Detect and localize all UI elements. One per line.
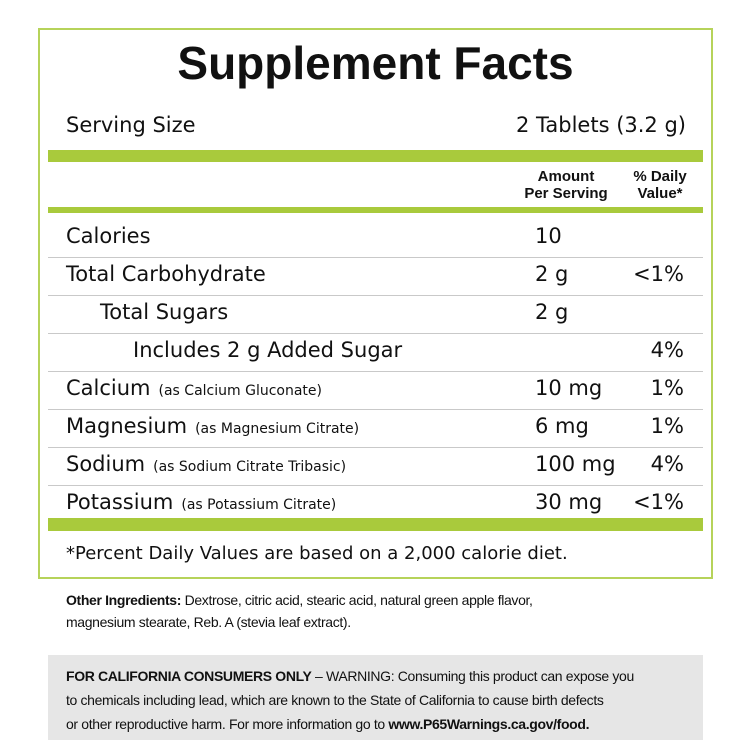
thin-bar [48, 207, 703, 213]
warning-text: to chemicals including lead, which are k… [66, 692, 604, 708]
row-name: Total Sugars [100, 300, 228, 324]
thick-bar [48, 518, 703, 531]
daily-value: 1% [650, 376, 684, 400]
nutrient-source: (as Potassium Citrate) [181, 497, 337, 513]
row-rule [48, 447, 703, 448]
other-ingredients: Other Ingredients: Dextrose, citric acid… [66, 589, 533, 633]
header-line: Value* [637, 185, 683, 202]
row-rule [48, 257, 703, 258]
row-rule [48, 371, 703, 372]
footnote: *Percent Daily Values are based on a 2,0… [66, 543, 568, 564]
daily-value: 4% [650, 338, 684, 362]
daily-value: <1% [633, 262, 684, 286]
amount: 10 mg [535, 376, 603, 400]
row-name: Total Carbohydrate [66, 262, 266, 286]
thick-bar [48, 150, 703, 162]
header-line: % Daily [633, 168, 687, 185]
nutrient: Total Sugars [100, 300, 229, 324]
nutrient: Sodium [66, 452, 146, 476]
amount: 100 mg [535, 452, 616, 476]
amount: 2 g [535, 300, 569, 324]
warning-line: or other reproductive harm. For more inf… [66, 712, 634, 736]
header-line: Per Serving [524, 185, 608, 202]
nutrient-source: (as Magnesium Citrate) [195, 421, 360, 437]
nutrient: Calcium [66, 376, 151, 400]
header-line: Amount [537, 168, 595, 185]
facts-panel [38, 28, 713, 579]
warning-text: or other reproductive harm. For more inf… [66, 716, 385, 732]
amount: 30 mg [535, 490, 603, 514]
warning-text: – WARNING: Consuming this product can ex… [315, 668, 634, 684]
row-rule [48, 295, 703, 296]
warning-link[interactable]: www.P65Warnings.ca.gov/food. [388, 716, 590, 732]
serving-label: Serving Size [66, 113, 196, 137]
row-name: Potassium (as Potassium Citrate) [66, 490, 336, 514]
ingredients-text: magnesium stearate, Reb. A (stevia leaf … [66, 614, 351, 630]
nutrient: Magnesium [66, 414, 188, 438]
amount: 10 [535, 224, 562, 248]
row-name: Magnesium (as Magnesium Citrate) [66, 414, 359, 438]
row-name: Sodium (as Sodium Citrate Tribasic) [66, 452, 346, 476]
nutrient-source: (as Sodium Citrate Tribasic) [153, 459, 347, 475]
nutrient: Calories [66, 224, 151, 248]
title: Supplement Facts [177, 37, 574, 89]
amount: 2 g [535, 262, 569, 286]
row-name: Calories [66, 224, 151, 248]
warning-box [48, 655, 703, 740]
nutrient: Potassium [66, 490, 174, 514]
ingredients-label: Other Ingredients: [66, 592, 182, 608]
nutrient-source: (as Calcium Gluconate) [158, 383, 322, 399]
row-rule [48, 485, 703, 486]
amount: 6 mg [535, 414, 589, 438]
row-name: Includes 2 g Added Sugar [133, 338, 402, 362]
dv-header: % Daily Value* [624, 168, 696, 202]
row-name: Calcium (as Calcium Gluconate) [66, 376, 322, 400]
ingredients-line: Other Ingredients: Dextrose, citric acid… [66, 589, 533, 611]
warning: FOR CALIFORNIA CONSUMERS ONLY – WARNING:… [66, 664, 634, 736]
warning-label: FOR CALIFORNIA CONSUMERS ONLY [66, 668, 312, 684]
warning-line: FOR CALIFORNIA CONSUMERS ONLY – WARNING:… [66, 664, 634, 688]
ingredients-text: Dextrose, citric acid, stearic acid, nat… [184, 592, 533, 608]
nutrient: Total Carbohydrate [66, 262, 266, 286]
serving-value: 2 Tablets (3.2 g) [516, 113, 686, 137]
daily-value: 1% [650, 414, 684, 438]
row-rule [48, 333, 703, 334]
nutrient: Includes 2 g Added Sugar [133, 338, 403, 362]
amount-header: Amount Per Serving [515, 168, 617, 202]
daily-value: <1% [633, 490, 684, 514]
row-rule [48, 409, 703, 410]
daily-value: 4% [650, 452, 684, 476]
